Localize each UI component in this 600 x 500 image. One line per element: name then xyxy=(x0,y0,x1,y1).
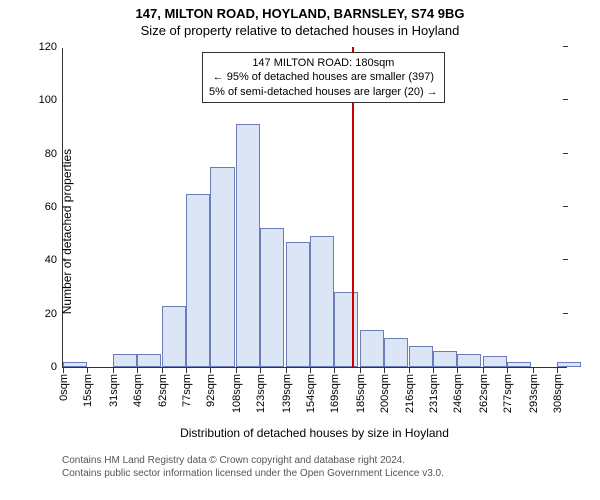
histogram-bar xyxy=(286,242,310,367)
y-tick-label: 0 xyxy=(51,361,63,373)
y-tick-label: 100 xyxy=(39,94,63,106)
footer-attribution: Contains HM Land Registry data © Crown c… xyxy=(62,454,444,480)
x-tick-label: 92sqm xyxy=(203,374,217,407)
info-line: 5% of semi-detached houses are larger (2… xyxy=(209,85,438,99)
y-axis-label: Number of detached properties xyxy=(60,149,74,314)
histogram-bar xyxy=(310,236,334,367)
histogram-bar xyxy=(334,292,358,367)
histogram-bar xyxy=(63,362,87,367)
histogram-bar xyxy=(457,354,481,367)
histogram-bar xyxy=(113,354,137,367)
histogram-bar xyxy=(384,338,408,367)
info-box: 147 MILTON ROAD: 180sqm ← 95% of detache… xyxy=(202,52,445,103)
footer-line: Contains public sector information licen… xyxy=(62,467,444,480)
x-tick-label: 231sqm xyxy=(426,374,440,413)
x-tick-label: 246sqm xyxy=(450,374,464,413)
histogram-bar xyxy=(483,356,507,367)
x-tick-label: 154sqm xyxy=(303,374,317,413)
histogram-bar xyxy=(186,194,210,367)
info-line: ← 95% of detached houses are smaller (39… xyxy=(209,70,438,84)
x-tick-label: 46sqm xyxy=(130,374,144,407)
x-tick-label: 262sqm xyxy=(476,374,490,413)
info-line: 147 MILTON ROAD: 180sqm xyxy=(209,56,438,70)
histogram-bar xyxy=(360,330,384,367)
x-tick-label: 200sqm xyxy=(377,374,391,413)
x-tick-label: 31sqm xyxy=(106,374,120,407)
footer-line: Contains HM Land Registry data © Crown c… xyxy=(62,454,444,467)
chart-container: 147, MILTON ROAD, HOYLAND, BARNSLEY, S74… xyxy=(0,0,600,500)
histogram-bar xyxy=(236,124,260,367)
histogram-bar xyxy=(557,362,581,367)
y-tick-label: 120 xyxy=(39,41,63,53)
histogram-bar xyxy=(507,362,531,367)
histogram-bar xyxy=(260,228,284,367)
chart-title-sub: Size of property relative to detached ho… xyxy=(0,21,600,38)
x-tick-label: 139sqm xyxy=(279,374,293,413)
x-tick-label: 216sqm xyxy=(402,374,416,413)
x-tick-label: 277sqm xyxy=(500,374,514,413)
histogram-bar xyxy=(162,306,186,367)
x-tick-label: 293sqm xyxy=(526,374,540,413)
x-tick-label: 0sqm xyxy=(56,374,70,401)
x-tick-label: 108sqm xyxy=(229,374,243,413)
histogram-bar xyxy=(137,354,161,367)
x-tick-label: 15sqm xyxy=(80,374,94,407)
x-axis-label: Distribution of detached houses by size … xyxy=(62,426,567,440)
histogram-bar xyxy=(210,167,234,367)
x-tick-label: 123sqm xyxy=(253,374,267,413)
histogram-bar xyxy=(433,351,457,367)
x-tick-label: 308sqm xyxy=(550,374,564,413)
x-tick-label: 62sqm xyxy=(155,374,169,407)
x-tick-label: 77sqm xyxy=(179,374,193,407)
histogram-bar xyxy=(409,346,433,367)
x-tick-label: 185sqm xyxy=(353,374,367,413)
x-tick-label: 169sqm xyxy=(327,374,341,413)
chart-title-main: 147, MILTON ROAD, HOYLAND, BARNSLEY, S74… xyxy=(0,0,600,21)
